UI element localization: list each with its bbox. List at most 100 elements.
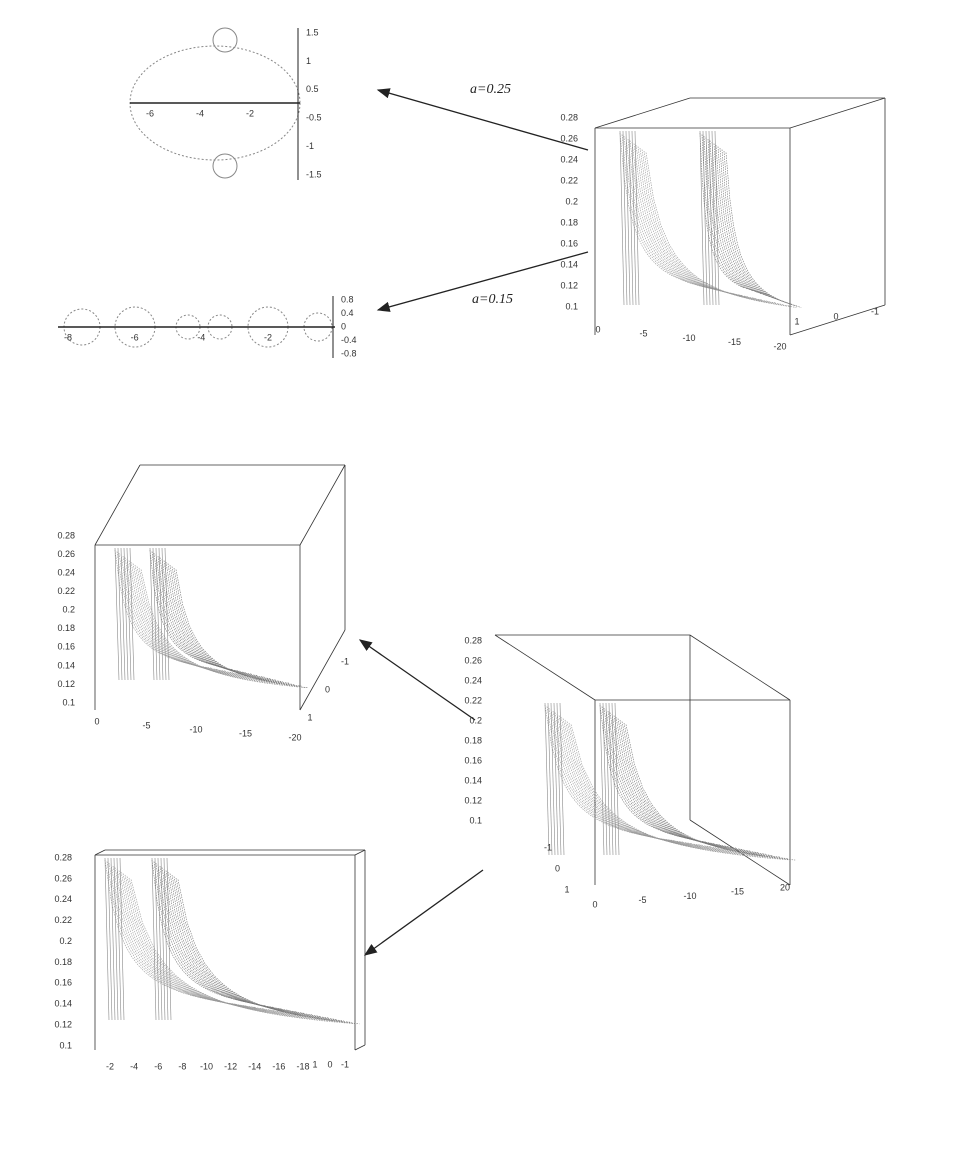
surface-mesh [627, 138, 736, 295]
surface-mesh [699, 132, 745, 289]
surface-mesh [711, 130, 717, 306]
y-tick-label: 1 [564, 884, 569, 894]
surface-mesh [721, 149, 793, 305]
surface-mesh [157, 857, 163, 1021]
surface-mesh [639, 147, 777, 304]
surface-mesh [161, 867, 298, 1013]
y-tick-label: 0.5 [306, 84, 319, 94]
surface-mesh [106, 861, 247, 1007]
surface-mesh [621, 721, 781, 858]
x-tick-label: -6 [146, 108, 154, 118]
surface-mesh [601, 706, 707, 843]
surface-mesh [166, 857, 172, 1021]
surface-mesh [116, 857, 122, 1021]
surface-mesh [120, 871, 311, 1017]
surface-mesh [611, 713, 744, 850]
surface-mesh [123, 547, 129, 681]
z-tick-label: 0.1 [469, 815, 482, 825]
surface-mesh [165, 561, 277, 681]
surface-mesh [154, 857, 160, 1021]
surface-mesh [633, 143, 756, 299]
x-tick-label: -2 [246, 108, 254, 118]
x-tick-label: -20 [773, 341, 786, 351]
surface-mesh [556, 702, 562, 856]
x-tick-label: 0 [595, 324, 600, 334]
z-tick-label: 0.12 [57, 679, 75, 689]
z-tick-label: 0.28 [464, 635, 482, 645]
box-edge [354, 1044, 366, 1051]
surface-mesh [173, 876, 344, 1022]
surface-mesh [623, 722, 788, 859]
surface-mesh [163, 560, 271, 679]
surface-mesh [169, 873, 329, 1019]
surface-mesh [114, 549, 212, 669]
surface-mesh [708, 130, 714, 306]
surface-mesh [713, 143, 775, 299]
surface-mesh [628, 130, 634, 306]
surface-mesh [152, 547, 158, 681]
x-tick-label: -10 [683, 891, 696, 901]
surface-mesh [552, 710, 711, 847]
surface-mesh [149, 547, 155, 681]
z-tick-label: 0.26 [54, 873, 72, 883]
surface-mesh [171, 566, 296, 685]
box-edge [94, 849, 106, 856]
surface-mesh [566, 721, 774, 858]
z-tick-label: 0.14 [57, 660, 75, 670]
y-tick-label: -0.5 [306, 113, 322, 123]
surface-mesh [625, 130, 631, 306]
z-tick-label: 0.18 [464, 735, 482, 745]
surface-mesh [151, 857, 157, 1021]
surface-mesh [119, 857, 125, 1021]
x-tick-label: -6 [131, 332, 139, 342]
surface-mesh [625, 137, 729, 293]
y-tick-label: 0 [555, 863, 560, 873]
z-tick-label: 0.28 [57, 530, 75, 540]
surface-mesh [167, 563, 283, 682]
z-tick-label: 0.1 [62, 697, 75, 707]
y-tick-label: 0 [341, 321, 346, 331]
z-tick-label: 0.22 [464, 695, 482, 705]
y-tick-label: 0 [833, 311, 838, 321]
surface-mesh [124, 557, 248, 676]
surface-mesh [717, 146, 784, 302]
x-tick-label: -6 [154, 1061, 162, 1071]
x-tick-label: -12 [224, 1061, 237, 1071]
surface-mesh [116, 551, 219, 670]
surface-mesh [132, 563, 277, 682]
x-tick-label: -15 [728, 337, 741, 347]
z-tick-label: 0.24 [560, 154, 578, 164]
box-edge [689, 634, 791, 701]
surface-mesh [104, 857, 110, 1021]
y-tick-label: 1 [307, 712, 312, 722]
x-tick-label: -2 [106, 1061, 114, 1071]
surface-mesh [629, 140, 743, 296]
surface-mesh [556, 713, 729, 850]
surface-mesh [130, 561, 270, 681]
x-tick-label: -4 [196, 108, 204, 118]
z-tick-label: 0.2 [469, 715, 482, 725]
z-tick-label: 0.22 [57, 586, 75, 596]
surface-mesh [705, 130, 711, 306]
box-edge [494, 634, 596, 701]
z-tick-label: 0.16 [54, 978, 72, 988]
x-tick-label: -15 [239, 728, 252, 738]
surface-mesh [714, 130, 720, 306]
surface-mesh [701, 134, 749, 290]
surface-mesh [603, 707, 714, 844]
surface-mesh [631, 141, 749, 298]
surface-mesh [615, 716, 759, 853]
surface-mesh [599, 702, 605, 856]
surface-mesh [623, 135, 722, 292]
z-tick-label: 0.26 [464, 655, 482, 665]
surface-mesh [619, 719, 774, 856]
box-edge [354, 849, 366, 856]
x-tick-label: -8 [64, 332, 72, 342]
surface-mesh [160, 857, 166, 1021]
surface-mesh [702, 130, 708, 306]
z-tick-label: 0.22 [54, 915, 72, 925]
surface-mesh [607, 710, 729, 847]
surface-mesh [177, 879, 360, 1025]
x-tick-label: 0 [94, 716, 99, 726]
surface-mesh [605, 702, 611, 856]
